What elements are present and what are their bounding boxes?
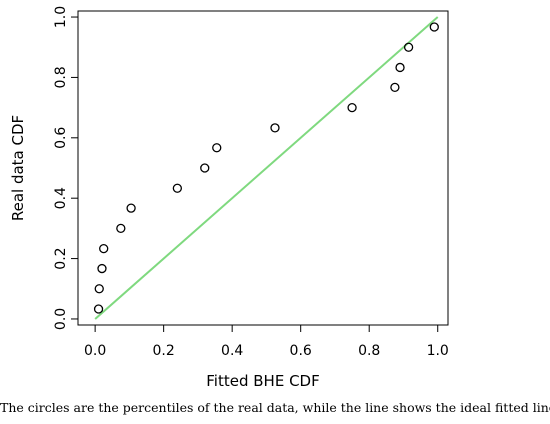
ideal-fit-line-layer: [94, 16, 439, 320]
y-tick-label: 1.0: [53, 6, 69, 28]
x-tick-label: 0.4: [221, 343, 243, 359]
percentile-point: [94, 284, 104, 294]
percentile-point: [347, 102, 357, 113]
plot-frame: [77, 10, 449, 326]
cdf-comparison-chart: 0.0 0.2 0.4 0.6 0.8 1.0 0.0 0.2 0.4 0.6 0.8 1.0 Fi…: [9, 6, 449, 390]
percentile-point: [403, 42, 414, 52]
percentile-point: [172, 183, 183, 193]
x-tick-label: 0.0: [84, 343, 106, 359]
y-axis: 0.0 0.2 0.4 0.6 0.8 1.0: [53, 6, 78, 330]
percentile-point: [99, 243, 109, 254]
percentile-points-layer: [93, 22, 439, 314]
figure-caption: The circles are the percentiles of the r…: [0, 400, 550, 415]
y-tick-label: 0.8: [53, 66, 69, 88]
x-tick-label: 0.8: [358, 343, 380, 359]
percentile-point: [390, 82, 400, 93]
x-tick-label: 0.2: [153, 343, 175, 359]
x-axis: 0.0 0.2 0.4 0.6 0.8 1.0: [84, 325, 449, 359]
percentile-point: [395, 62, 405, 73]
percentile-point: [97, 263, 107, 274]
percentile-point: [429, 22, 439, 32]
x-axis-title: Fitted BHE CDF: [206, 372, 319, 390]
ideal-fit-line: [94, 16, 439, 320]
percentile-point: [270, 123, 280, 133]
percentile-point: [200, 163, 210, 173]
y-tick-label: 0.6: [53, 127, 69, 149]
y-tick-label: 0.4: [53, 187, 69, 209]
x-tick-label: 0.6: [290, 343, 312, 359]
y-axis-title: Real data CDF: [9, 115, 27, 221]
y-tick-label: 0.0: [53, 308, 69, 330]
percentile-point: [116, 223, 126, 234]
x-tick-label: 1.0: [427, 343, 449, 359]
percentile-point: [212, 143, 222, 153]
percentile-point: [93, 304, 104, 314]
percentile-point: [126, 203, 136, 213]
y-tick-label: 0.2: [53, 247, 69, 269]
